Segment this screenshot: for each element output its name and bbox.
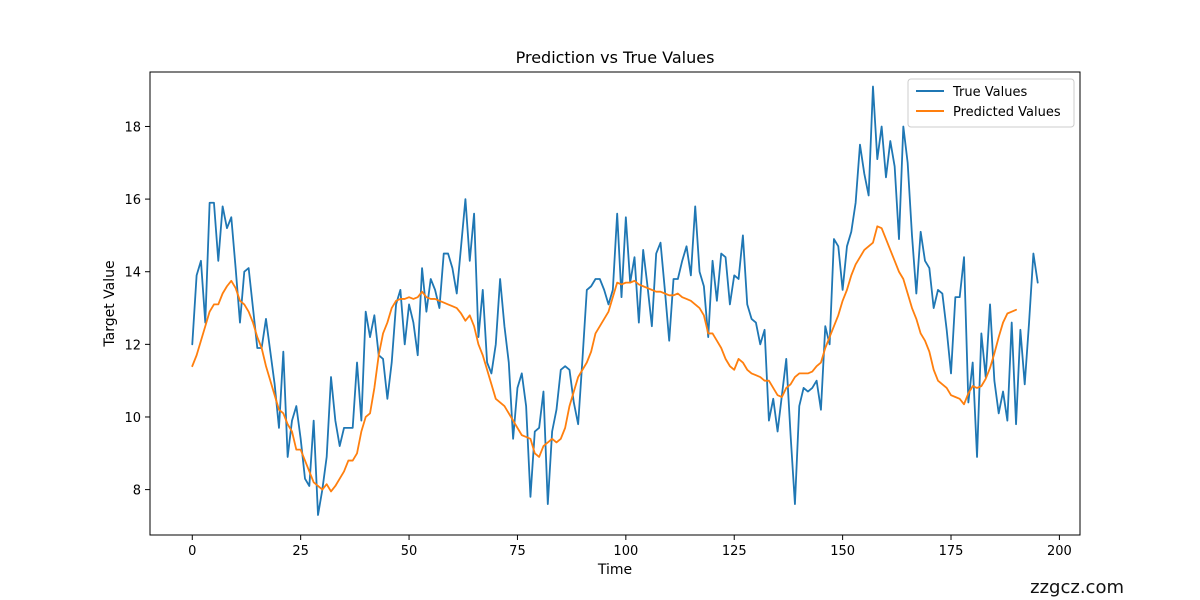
- x-tick-label: 75: [509, 544, 526, 559]
- y-tick-label: 10: [124, 411, 141, 426]
- axis-ticks: 0 25 50 75 100 125 150 175 200 8 10 12 14 16 18: [124, 120, 1071, 559]
- x-tick-label: 125: [722, 544, 747, 559]
- x-tick-label: 50: [401, 544, 418, 559]
- watermark: zzgcz.com: [1030, 577, 1124, 598]
- x-tick-label: 200: [1047, 544, 1072, 559]
- plot-frame: [149, 71, 1081, 536]
- y-tick-label: 8: [133, 484, 141, 499]
- y-tick-label: 16: [124, 193, 141, 208]
- x-tick-label: 175: [939, 544, 964, 559]
- x-tick-label: 25: [292, 544, 309, 559]
- legend-label-true: True Values: [952, 85, 1027, 100]
- y-tick-label: 12: [124, 338, 141, 353]
- legend-label-predicted: Predicted Values: [953, 105, 1061, 120]
- legend: True Values Predicted Values: [907, 78, 1075, 128]
- x-tick-label: 150: [830, 544, 855, 559]
- series-line-true-values: [191, 85, 1039, 516]
- y-tick-label: 18: [124, 120, 141, 135]
- y-axis-title: Target Value: [102, 260, 118, 347]
- x-axis-title: Time: [597, 562, 632, 578]
- y-tick-label: 14: [124, 266, 141, 281]
- chart-title: Prediction vs True Values: [516, 48, 715, 67]
- x-tick-label: 100: [613, 544, 638, 559]
- legend-box: [907, 78, 1075, 128]
- series-line-predicted-values: [191, 225, 1017, 493]
- x-tick-label: 0: [188, 544, 196, 559]
- series-layer: [191, 85, 1039, 516]
